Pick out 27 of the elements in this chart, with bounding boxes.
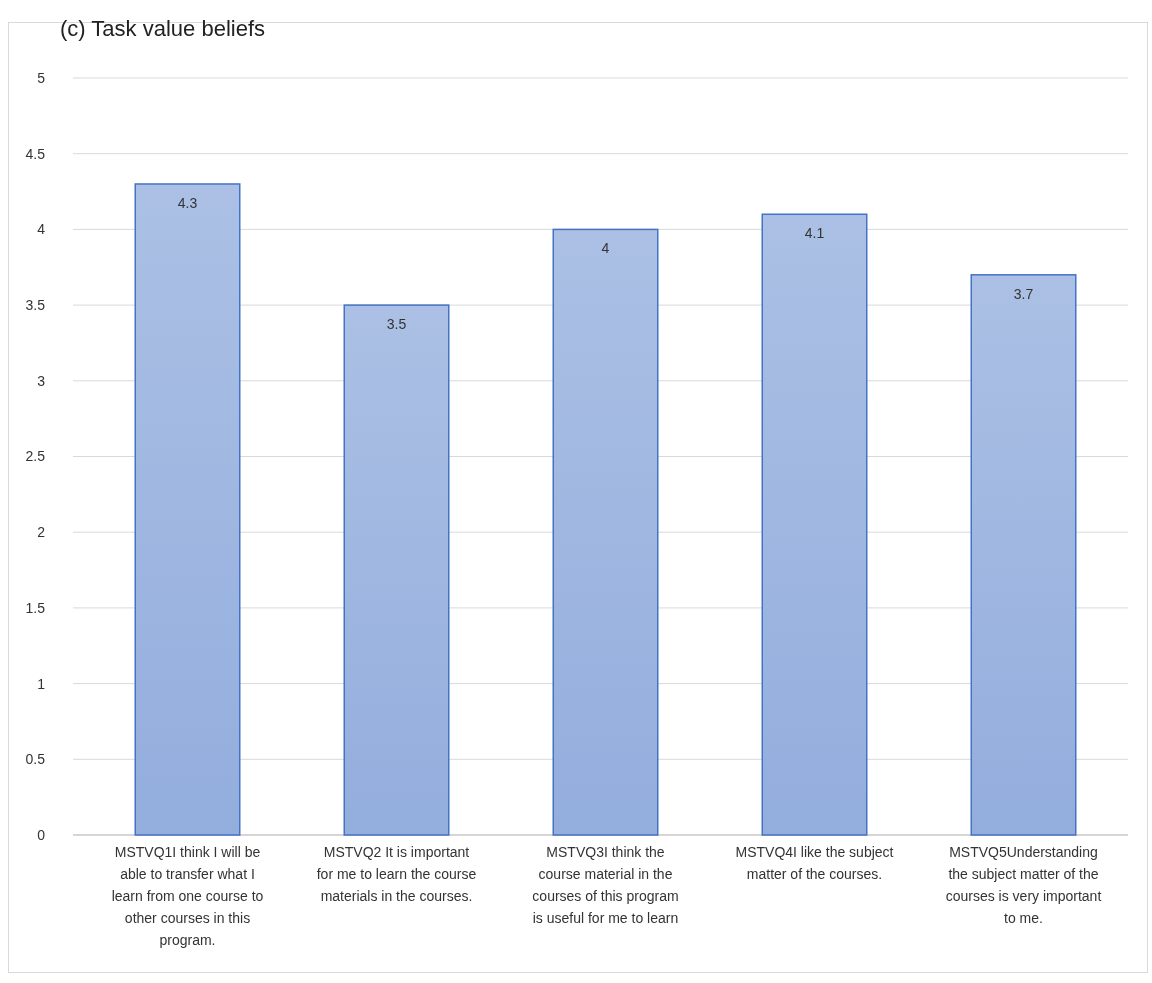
bar: [343, 304, 450, 836]
x-tick-label: MSTVQ1I think I will be able to transfer what I learn from one course to other courses in this program.: [111, 844, 264, 948]
data-label: 4.1: [804, 225, 825, 242]
y-tick-label: 0: [37, 826, 46, 843]
y-tick-label: 3.5: [25, 297, 46, 313]
y-tick-label: 2: [37, 524, 46, 541]
x-tick-label: MSTVQ3I think the course material in the courses of this program is useful for me to learn: [532, 844, 679, 926]
y-tick-label: 4.5: [25, 145, 46, 162]
y-tick-label: 1.5: [25, 599, 46, 616]
y-tick-label: 3: [37, 372, 46, 389]
y-tick-label: 2.5: [25, 448, 46, 465]
data-label: 4: [601, 240, 610, 257]
x-tick-label: MSTVQ4I like the subject matter of the courses.: [735, 844, 894, 882]
bar: [761, 213, 868, 836]
bar: [134, 183, 241, 836]
data-label: 3.5: [386, 316, 407, 333]
x-tick-label: MSTVQ2 It is important for me to learn the course materials in the courses.: [316, 844, 477, 904]
bar: [552, 228, 659, 836]
data-label: 3.7: [1013, 285, 1034, 302]
bar: [970, 274, 1077, 836]
data-label: 4.3: [177, 194, 198, 211]
chart-title: (c) Task value beliefs: [60, 16, 266, 41]
y-tick-label: 1: [37, 675, 46, 692]
y-tick-label: 0.5: [25, 751, 46, 768]
y-tick-label: 4: [37, 221, 46, 238]
y-tick-label: 5: [37, 69, 46, 86]
x-tick-label: MSTVQ5Understanding the subject matter of the courses is very important to me.: [945, 844, 1102, 926]
